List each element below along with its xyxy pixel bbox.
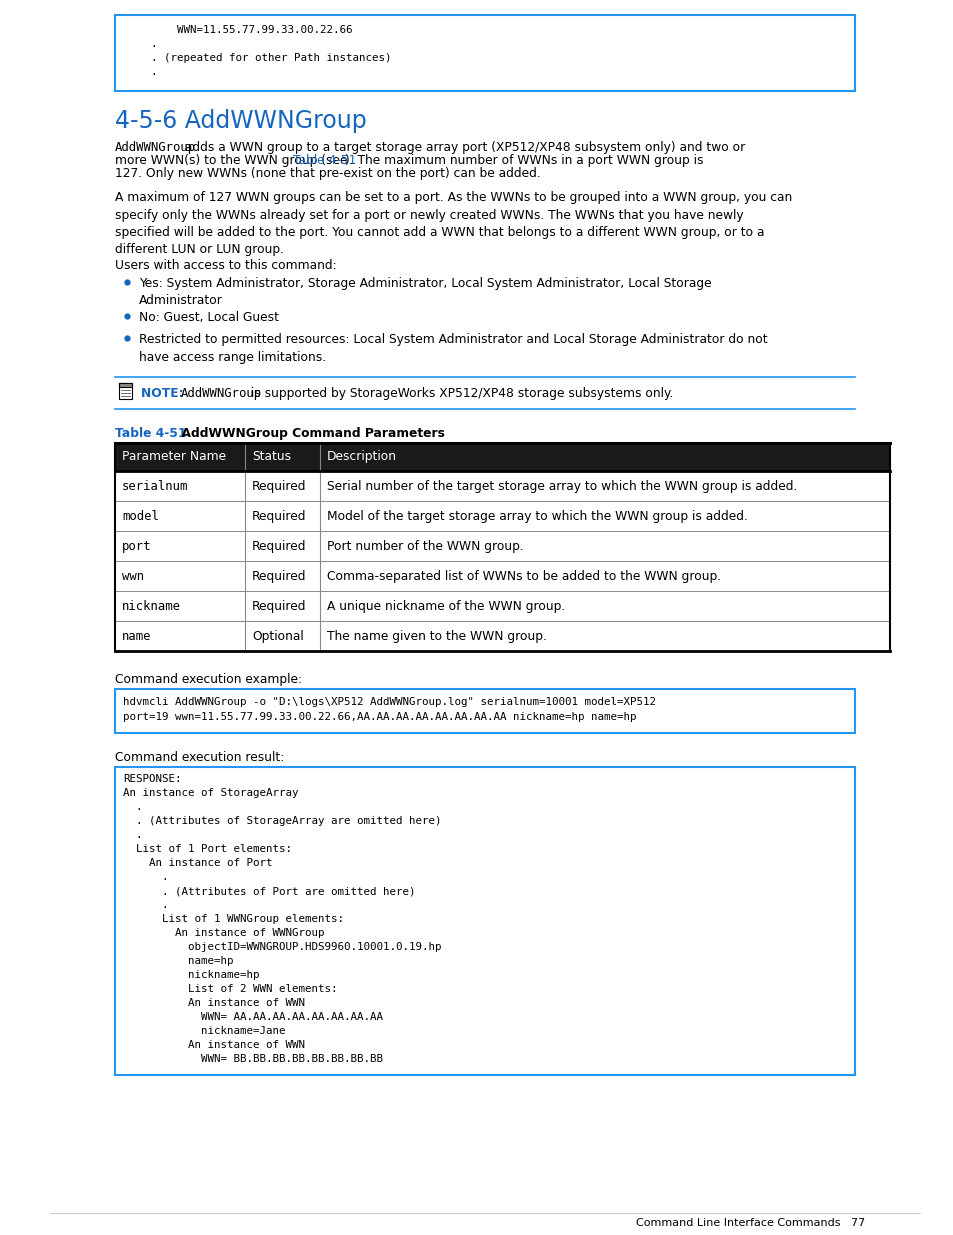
Text: Comma-separated list of WWNs to be added to the WWN group.: Comma-separated list of WWNs to be added…	[327, 571, 720, 583]
Bar	[115, 767, 854, 1074]
Bar	[115, 443, 889, 471]
Text: Required: Required	[252, 480, 306, 493]
Text: Table 4-51: Table 4-51	[115, 427, 186, 440]
Text: nickname: nickname	[122, 600, 181, 613]
Text: wwn: wwn	[122, 571, 144, 583]
Text: port: port	[122, 540, 152, 553]
Text: .: .	[125, 67, 157, 77]
Text: An instance of WWN: An instance of WWN	[123, 1040, 305, 1050]
Text: Command execution result:: Command execution result:	[115, 751, 284, 764]
Bar	[119, 383, 132, 399]
Bar	[115, 15, 854, 91]
Text: AddWWNGroup Command Parameters: AddWWNGroup Command Parameters	[172, 427, 444, 440]
Text: An instance of WWN: An instance of WWN	[123, 998, 305, 1008]
Text: hdvmcli AddWWNGroup -o "D:\logs\XP512 AddWWNGroup.log" serialnum=10001 model=XP5: hdvmcli AddWWNGroup -o "D:\logs\XP512 Ad…	[123, 697, 656, 706]
Text: List of 2 WWN elements:: List of 2 WWN elements:	[123, 984, 337, 994]
Text: is supported by StorageWorks XP512/XP48 storage subsystems only.: is supported by StorageWorks XP512/XP48 …	[247, 387, 673, 400]
Text: .: .	[123, 830, 142, 840]
Text: Command execution example:: Command execution example:	[115, 673, 302, 685]
Text: port=19 wwn=11.55.77.99.33.00.22.66,AA.AA.AA.AA.AA.AA.AA.AA nickname=hp name=hp: port=19 wwn=11.55.77.99.33.00.22.66,AA.A…	[123, 713, 636, 722]
Text: AddWWNGroup: AddWWNGroup	[115, 141, 196, 154]
Text: more WWN(s) to the WWN group (see: more WWN(s) to the WWN group (see	[115, 154, 351, 167]
Text: 4-5-6 AddWWNGroup: 4-5-6 AddWWNGroup	[115, 109, 366, 133]
Text: Status: Status	[252, 450, 291, 463]
Text: A unique nickname of the WWN group.: A unique nickname of the WWN group.	[327, 600, 565, 613]
Text: ). The maximum number of WWNs in a port WWN group is: ). The maximum number of WWNs in a port …	[345, 154, 702, 167]
Text: An instance of StorageArray: An instance of StorageArray	[123, 788, 298, 798]
Bar	[115, 592, 889, 621]
Text: Required: Required	[252, 571, 306, 583]
Text: . (Attributes of StorageArray are omitted here): . (Attributes of StorageArray are omitte…	[123, 816, 441, 826]
Text: No: Guest, Local Guest: No: Guest, Local Guest	[139, 311, 278, 324]
Text: objectID=WWNGROUP.HDS9960.10001.0.19.hp: objectID=WWNGROUP.HDS9960.10001.0.19.hp	[123, 942, 441, 952]
Text: Yes: System Administrator, Storage Administrator, Local System Administrator, Lo: Yes: System Administrator, Storage Admin…	[139, 277, 711, 308]
Text: Table 4-51: Table 4-51	[293, 154, 356, 167]
Text: AddWWNGroup: AddWWNGroup	[181, 387, 262, 400]
Text: .: .	[123, 872, 169, 882]
Bar	[115, 621, 889, 651]
Text: An instance of WWNGroup: An instance of WWNGroup	[123, 927, 324, 939]
Text: Serial number of the target storage array to which the WWN group is added.: Serial number of the target storage arra…	[327, 480, 797, 493]
Text: . (Attributes of Port are omitted here): . (Attributes of Port are omitted here)	[123, 885, 416, 897]
Text: nickname=Jane: nickname=Jane	[123, 1026, 285, 1036]
Text: List of 1 WWNGroup elements:: List of 1 WWNGroup elements:	[123, 914, 344, 924]
Text: Required: Required	[252, 600, 306, 613]
Text: Parameter Name: Parameter Name	[122, 450, 226, 463]
Text: name=hp: name=hp	[123, 956, 233, 966]
Bar	[115, 471, 889, 501]
Bar	[115, 501, 889, 531]
Text: Required: Required	[252, 540, 306, 553]
Text: An instance of Port: An instance of Port	[123, 858, 273, 868]
Text: Optional: Optional	[252, 630, 303, 643]
Bar	[115, 561, 889, 592]
Text: Model of the target storage array to which the WWN group is added.: Model of the target storage array to whi…	[327, 510, 747, 522]
Text: Restricted to permitted resources: Local System Administrator and Local Storage : Restricted to permitted resources: Local…	[139, 333, 767, 363]
Text: WWN= AA.AA.AA.AA.AA.AA.AA.AA: WWN= AA.AA.AA.AA.AA.AA.AA.AA	[123, 1011, 382, 1023]
Text: RESPONSE:: RESPONSE:	[123, 774, 181, 784]
Text: name: name	[122, 630, 152, 643]
Text: The name given to the WWN group.: The name given to the WWN group.	[327, 630, 546, 643]
Text: List of 1 Port elements:: List of 1 Port elements:	[123, 844, 292, 853]
Text: . (repeated for other Path instances): . (repeated for other Path instances)	[125, 53, 391, 63]
Bar	[115, 531, 889, 561]
Text: Description: Description	[327, 450, 396, 463]
Text: A maximum of 127 WWN groups can be set to a port. As the WWNs to be grouped into: A maximum of 127 WWN groups can be set t…	[115, 191, 791, 257]
Text: .: .	[123, 802, 142, 811]
Text: serialnum: serialnum	[122, 480, 188, 493]
Text: model: model	[122, 510, 159, 522]
Text: Users with access to this command:: Users with access to this command:	[115, 259, 336, 272]
Text: .: .	[123, 900, 169, 910]
Text: Command Line Interface Commands   77: Command Line Interface Commands 77	[635, 1218, 864, 1228]
Text: .: .	[125, 40, 157, 49]
Text: adds a WWN group to a target storage array port (XP512/XP48 subsystem only) and : adds a WWN group to a target storage arr…	[181, 141, 744, 154]
Text: Port number of the WWN group.: Port number of the WWN group.	[327, 540, 523, 553]
Text: Required: Required	[252, 510, 306, 522]
Text: NOTE:: NOTE:	[141, 387, 188, 400]
Bar	[115, 689, 854, 734]
Text: WWN=11.55.77.99.33.00.22.66: WWN=11.55.77.99.33.00.22.66	[125, 25, 352, 35]
Text: nickname=hp: nickname=hp	[123, 969, 259, 981]
Text: 127. Only new WWNs (none that pre-exist on the port) can be added.: 127. Only new WWNs (none that pre-exist …	[115, 167, 540, 180]
Text: WWN= BB.BB.BB.BB.BB.BB.BB.BB: WWN= BB.BB.BB.BB.BB.BB.BB.BB	[123, 1053, 382, 1065]
Bar	[119, 383, 132, 387]
